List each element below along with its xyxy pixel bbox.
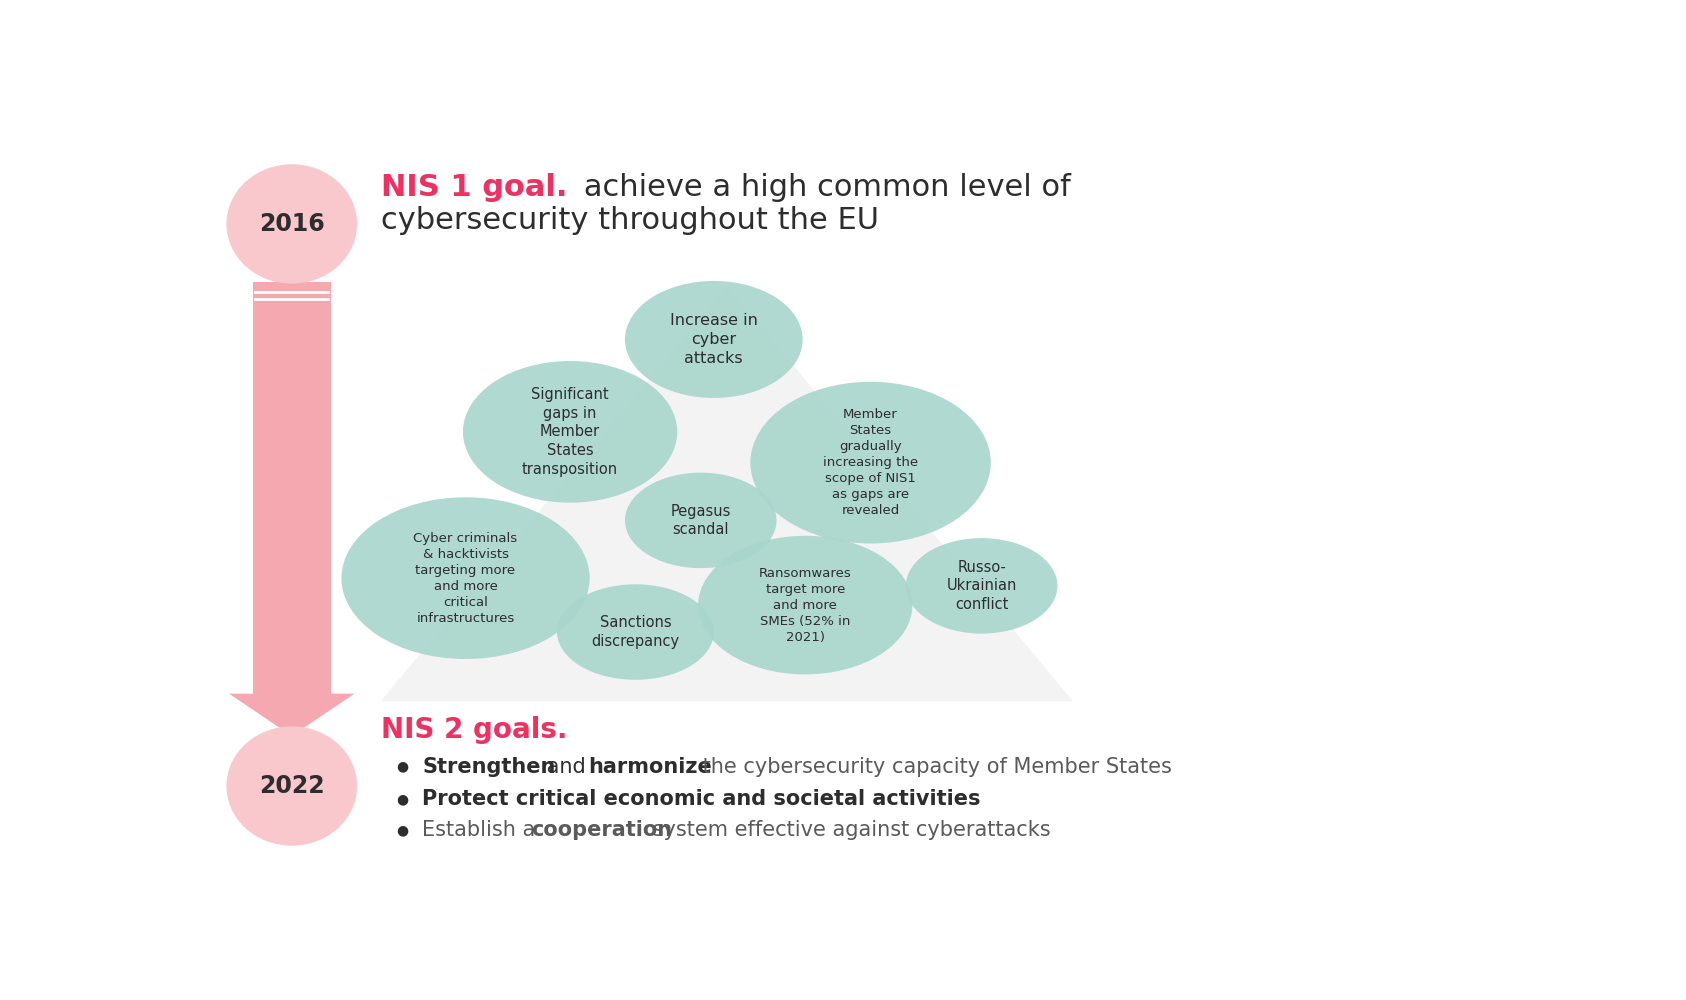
Text: Russo-
Ukrainian
conflict: Russo- Ukrainian conflict [946, 560, 1017, 612]
Text: ●: ● [396, 760, 408, 774]
Text: and: and [540, 757, 592, 777]
Text: ●: ● [396, 792, 408, 806]
Text: Strengthen: Strengthen [423, 757, 556, 777]
Ellipse shape [226, 726, 357, 846]
Ellipse shape [750, 382, 991, 544]
Text: Significant
gaps in
Member
States
transposition: Significant gaps in Member States transp… [523, 387, 619, 477]
Polygon shape [381, 286, 1074, 701]
Text: Protect critical economic and societal activities: Protect critical economic and societal a… [423, 789, 981, 809]
Ellipse shape [226, 164, 357, 284]
Text: harmonize: harmonize [588, 757, 711, 777]
Text: 2022: 2022 [260, 774, 325, 798]
Ellipse shape [464, 361, 678, 503]
Text: NIS 1 goal.: NIS 1 goal. [381, 173, 566, 202]
Text: Sanctions
discrepancy: Sanctions discrepancy [592, 615, 679, 649]
Text: Establish a: Establish a [423, 820, 543, 840]
Text: 2016: 2016 [260, 212, 325, 236]
Ellipse shape [626, 473, 777, 568]
Bar [253, 282, 330, 694]
Text: Cyber criminals
& hacktivists
targeting more
and more
critical
infrastructures: Cyber criminals & hacktivists targeting … [413, 532, 518, 625]
Text: cooperation: cooperation [531, 820, 673, 840]
Text: the cybersecurity capacity of Member States: the cybersecurity capacity of Member Sta… [696, 757, 1172, 777]
Text: ●: ● [396, 823, 408, 837]
Text: Pegasus
scandal: Pegasus scandal [671, 504, 732, 537]
Text: system effective against cyberattacks: system effective against cyberattacks [646, 820, 1050, 840]
Text: Increase in
cyber
attacks: Increase in cyber attacks [669, 313, 757, 366]
Ellipse shape [698, 536, 912, 674]
Ellipse shape [341, 497, 590, 659]
Polygon shape [229, 694, 354, 736]
Text: NIS 2 goals.: NIS 2 goals. [381, 716, 566, 744]
Text: achieve a high common level of: achieve a high common level of [573, 173, 1071, 202]
Ellipse shape [905, 538, 1057, 634]
Ellipse shape [556, 584, 713, 680]
Text: Member
States
gradually
increasing the
scope of NIS1
as gaps are
revealed: Member States gradually increasing the s… [823, 408, 919, 517]
Ellipse shape [626, 281, 803, 398]
Text: Ransomwares
target more
and more
SMEs (52% in
2021): Ransomwares target more and more SMEs (5… [759, 567, 851, 644]
Text: cybersecurity throughout the EU: cybersecurity throughout the EU [381, 206, 878, 235]
